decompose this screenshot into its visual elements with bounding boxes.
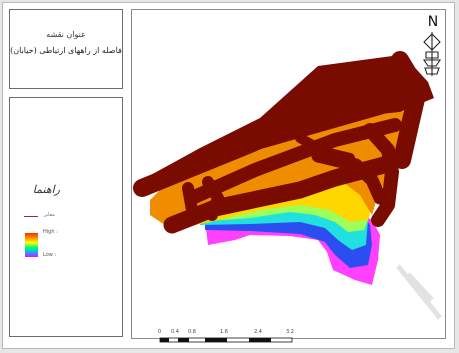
legend-color-ramp	[25, 233, 38, 257]
legend-panel: راهنما معابر High : Low :	[9, 97, 123, 337]
legend-road-line-swatch	[24, 216, 38, 217]
legend-low-label: Low :	[43, 252, 57, 258]
scale-tick-2: 0.8	[188, 329, 196, 335]
scale-tick-3: 1.6	[220, 329, 228, 335]
north-arrow-icon	[422, 32, 442, 76]
legend-heading: راهنما	[32, 183, 60, 196]
map-title: فاصله از راههای ارتباطی (خیابان)	[10, 46, 122, 55]
scale-bar	[159, 337, 293, 343]
legend-road-label: معابر	[44, 212, 55, 218]
north-label: N	[428, 14, 438, 30]
scale-tick-1: 0.4	[171, 329, 179, 335]
map-title-heading: عنوان نقشه	[46, 30, 86, 39]
scale-tick-4: 2.4	[254, 329, 262, 335]
scale-tick-5: 3.2	[286, 329, 294, 335]
road-buffer-network	[133, 51, 434, 234]
scale-tick-0: 0	[158, 329, 162, 335]
legend-high-label: High :	[43, 229, 58, 235]
title-panel: عنوان نقشه فاصله از راههای ارتباطی (خیاب…	[9, 9, 123, 89]
watermark-mark	[396, 264, 442, 320]
